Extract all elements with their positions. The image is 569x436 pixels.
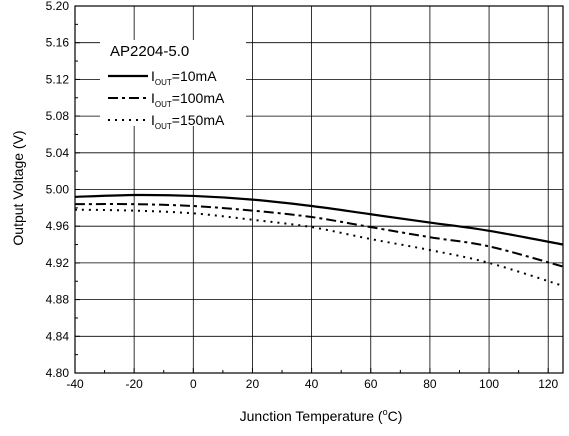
legend-background: [100, 40, 246, 126]
legend-label-prefix: I: [151, 68, 155, 84]
legend-label-prefix: I: [151, 90, 155, 106]
y-tick-label: 5.04: [46, 146, 70, 160]
x-tick-label: 0: [190, 377, 197, 391]
y-tick-label: 4.88: [46, 293, 70, 307]
legend-label-suffix: =10mA: [172, 68, 217, 84]
x-tick-label: 80: [423, 377, 437, 391]
x-axis-label-unit: C): [388, 408, 403, 424]
legend-label-subscript: OUT: [155, 122, 172, 131]
y-tick-label: 5.12: [46, 72, 70, 86]
y-axis-ticks: 4.80 4.84 4.88 4.92 4.96 5.00 5.04 5.08 5.12 5.16…: [46, 0, 80, 380]
series-lines: [74, 193, 564, 287]
y-tick-label: 5.00: [46, 183, 70, 197]
x-tick-label: 20: [246, 377, 260, 391]
legend-label-suffix: =100mA: [172, 90, 225, 106]
chart-title: AP2204-5.0: [110, 43, 189, 60]
legend-label-3: IOUT=150mA: [151, 112, 225, 131]
y-tick-label: 4.80: [46, 366, 70, 380]
legend-label-subscript: OUT: [155, 100, 172, 109]
x-axis-label: Junction Temperature (oC): [240, 407, 403, 424]
legend-label-2: IOUT=100mA: [151, 90, 225, 109]
x-axis-label-degree: o: [383, 407, 388, 417]
y-tick-label: 4.92: [46, 256, 70, 270]
legend-label-suffix: =150mA: [172, 112, 225, 128]
legend-label-prefix: I: [151, 112, 155, 128]
y-axis-label: Output Voltage (V): [10, 130, 26, 245]
x-tick-label: 40: [305, 377, 319, 391]
x-tick-label: 60: [364, 377, 378, 391]
y-tick-label: 5.08: [46, 109, 70, 123]
x-tick-label: -40: [66, 377, 84, 391]
x-axis-ticks: -40 -20 0 20 40 60 80 100 120: [66, 368, 559, 391]
x-tick-label: 100: [479, 377, 499, 391]
x-axis-label-main: Junction Temperature (: [240, 408, 383, 424]
x-tick-label: -20: [125, 377, 143, 391]
legend-label-1: IOUT=10mA: [151, 68, 217, 87]
x-tick-label: 120: [538, 377, 558, 391]
legend-label-subscript: OUT: [155, 78, 172, 87]
y-tick-label: 5.16: [46, 36, 70, 50]
y-tick-label: 4.84: [46, 329, 70, 343]
grid-lines: [74, 5, 563, 374]
series-line-3: [74, 208, 564, 287]
series-line-1: [74, 193, 564, 246]
y-tick-label: 5.20: [46, 0, 70, 13]
series-line-2: [74, 203, 564, 268]
y-tick-label: 4.96: [46, 219, 70, 233]
